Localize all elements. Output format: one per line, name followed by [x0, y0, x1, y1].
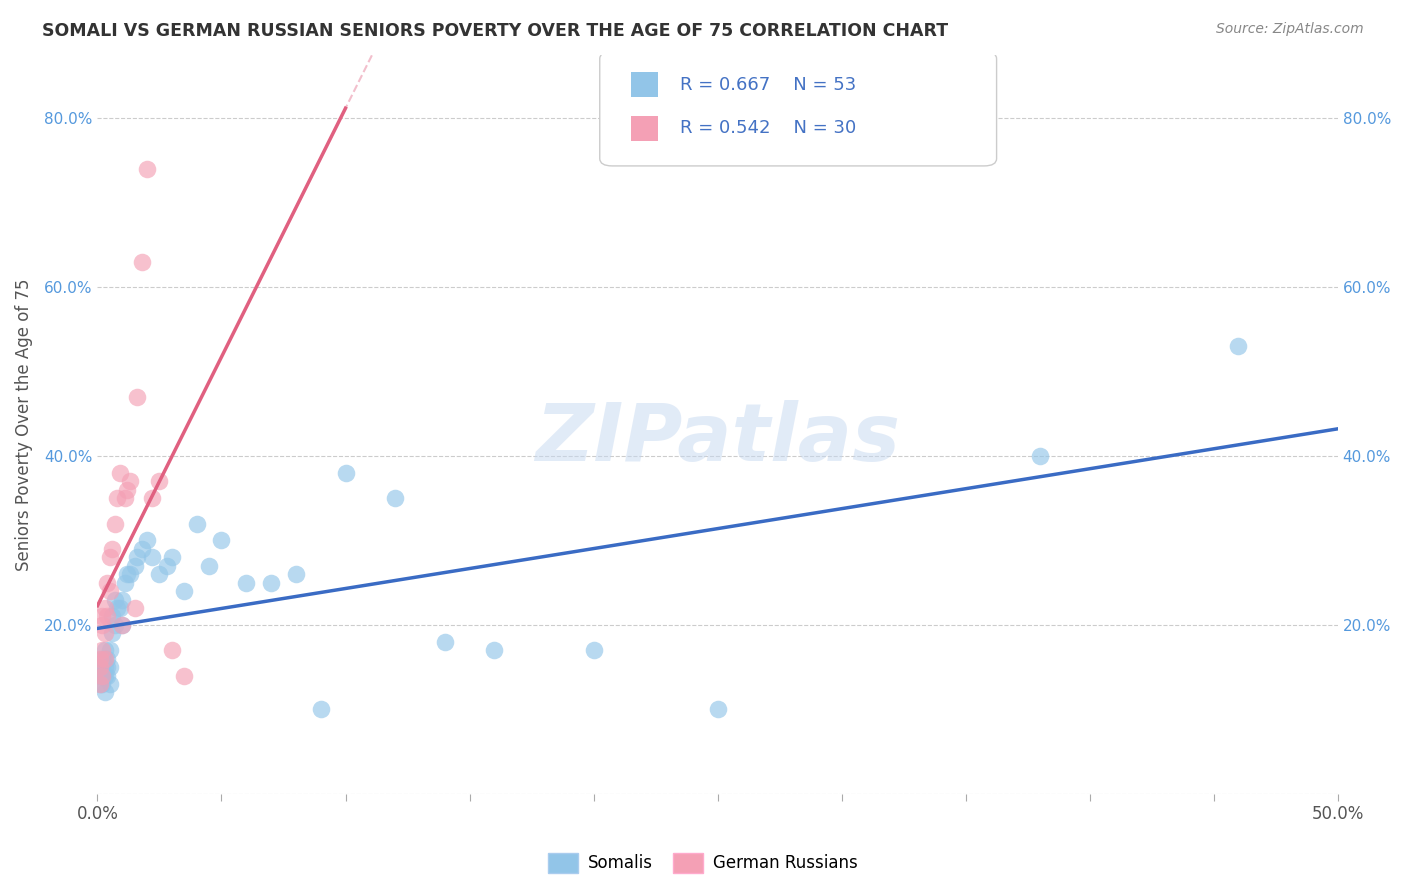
Point — [98, 660, 121, 674]
Point — [108, 601, 131, 615]
Point — [111, 618, 134, 632]
Text: SOMALI VS GERMAN RUSSIAN SENIORS POVERTY OVER THE AGE OF 75 CORRELATION CHART: SOMALI VS GERMAN RUSSIAN SENIORS POVERTY… — [42, 22, 948, 40]
Text: R = 0.667    N = 53: R = 0.667 N = 53 — [681, 76, 856, 94]
Point — [433, 634, 456, 648]
Point — [104, 618, 127, 632]
Point — [89, 660, 111, 674]
Point — [94, 601, 117, 615]
Point — [101, 609, 124, 624]
Point — [141, 491, 163, 506]
Point — [89, 668, 111, 682]
Point — [173, 668, 195, 682]
Point — [160, 643, 183, 657]
Point — [198, 558, 221, 573]
Point — [115, 483, 138, 497]
Point — [91, 660, 114, 674]
Point — [160, 550, 183, 565]
Point — [260, 575, 283, 590]
Point — [284, 567, 307, 582]
Point — [127, 550, 149, 565]
Point — [94, 643, 117, 657]
Point — [384, 491, 406, 506]
Text: ZIPatlas: ZIPatlas — [536, 401, 900, 478]
Point — [1029, 449, 1052, 463]
Point — [98, 550, 121, 565]
Point — [186, 516, 208, 531]
Point — [156, 558, 179, 573]
FancyBboxPatch shape — [631, 116, 658, 141]
Point — [111, 592, 134, 607]
Point — [96, 660, 118, 674]
Point — [148, 475, 170, 489]
Point — [114, 491, 136, 506]
Point — [94, 651, 117, 665]
Point — [94, 685, 117, 699]
Point — [96, 609, 118, 624]
Point — [94, 668, 117, 682]
Point — [124, 601, 146, 615]
Point — [127, 390, 149, 404]
Point — [89, 677, 111, 691]
Point — [94, 651, 117, 665]
Point — [91, 643, 114, 657]
Point — [89, 651, 111, 665]
Point — [91, 651, 114, 665]
Point — [101, 541, 124, 556]
Point — [91, 668, 114, 682]
Point — [309, 702, 332, 716]
Point — [115, 567, 138, 582]
Point — [94, 660, 117, 674]
Point — [108, 466, 131, 480]
Point — [111, 618, 134, 632]
Point — [114, 575, 136, 590]
Point — [173, 584, 195, 599]
Text: Source: ZipAtlas.com: Source: ZipAtlas.com — [1216, 22, 1364, 37]
Point — [1227, 339, 1250, 353]
Point — [96, 668, 118, 682]
Point — [136, 162, 159, 177]
Point — [101, 626, 124, 640]
FancyBboxPatch shape — [600, 52, 997, 166]
Point — [98, 643, 121, 657]
Point — [96, 575, 118, 590]
Point — [706, 702, 728, 716]
Point — [141, 550, 163, 565]
Y-axis label: Seniors Poverty Over the Age of 75: Seniors Poverty Over the Age of 75 — [15, 278, 32, 571]
Point — [235, 575, 257, 590]
Point — [118, 475, 141, 489]
Text: R = 0.542    N = 30: R = 0.542 N = 30 — [681, 120, 856, 137]
Point — [148, 567, 170, 582]
Point — [124, 558, 146, 573]
Point — [91, 677, 114, 691]
Point — [98, 677, 121, 691]
Point — [89, 677, 111, 691]
Point — [335, 466, 357, 480]
FancyBboxPatch shape — [631, 72, 658, 96]
Point — [582, 643, 605, 657]
Legend: Somalis, German Russians: Somalis, German Russians — [541, 847, 865, 880]
Point — [211, 533, 233, 548]
Point — [131, 255, 153, 269]
Point — [104, 516, 127, 531]
Point — [91, 609, 114, 624]
Point — [118, 567, 141, 582]
Point — [91, 618, 114, 632]
Point — [94, 626, 117, 640]
Point — [89, 660, 111, 674]
Point — [136, 533, 159, 548]
Point — [98, 584, 121, 599]
Point — [104, 592, 127, 607]
Point — [131, 541, 153, 556]
Point — [105, 491, 128, 506]
Point — [96, 651, 118, 665]
Point — [484, 643, 506, 657]
Point — [91, 668, 114, 682]
Point — [105, 601, 128, 615]
